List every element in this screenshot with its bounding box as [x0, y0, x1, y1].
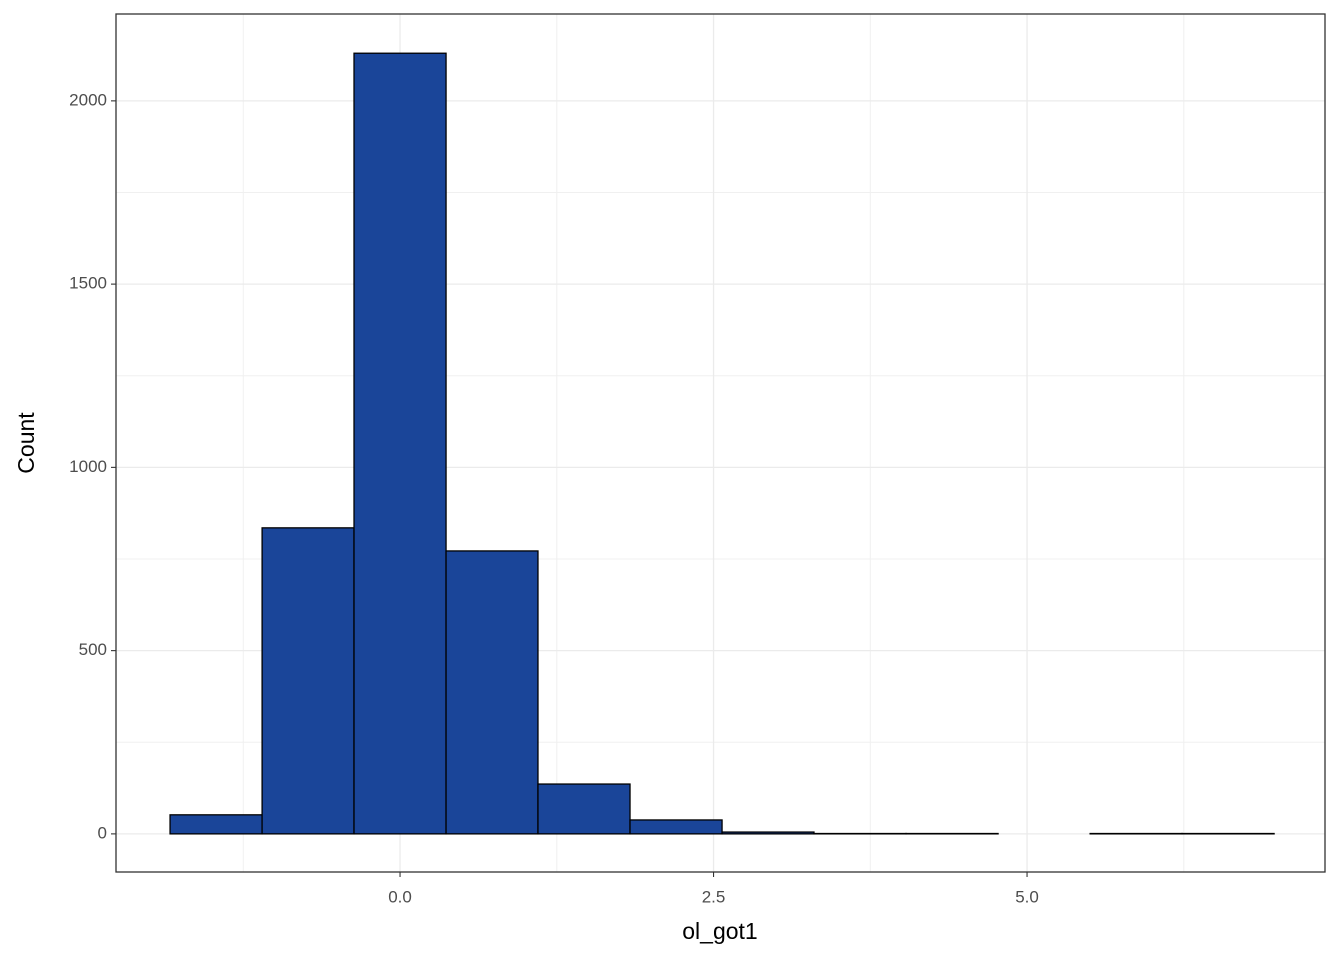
- x-tick-label: 5.0: [1015, 887, 1039, 906]
- panel-border: [115, 13, 1326, 873]
- x-axis-title: ol_got1: [682, 918, 757, 944]
- bar: [261, 527, 355, 835]
- bar: [721, 831, 815, 835]
- y-axis-title: Count: [13, 412, 39, 474]
- bar: [445, 550, 539, 835]
- y-tick-label: 1500: [69, 274, 107, 293]
- bar: [537, 783, 631, 835]
- y-tick-label: 500: [79, 640, 107, 659]
- bar: [629, 819, 723, 835]
- x-tick-label: 0.0: [388, 887, 412, 906]
- y-tick-label: 0: [98, 823, 107, 842]
- bar: [353, 52, 447, 835]
- y-tick-label: 2000: [69, 90, 107, 109]
- x-tick-label: 2.5: [702, 887, 726, 906]
- y-tick-label: 1000: [69, 457, 107, 476]
- bar: [169, 814, 263, 835]
